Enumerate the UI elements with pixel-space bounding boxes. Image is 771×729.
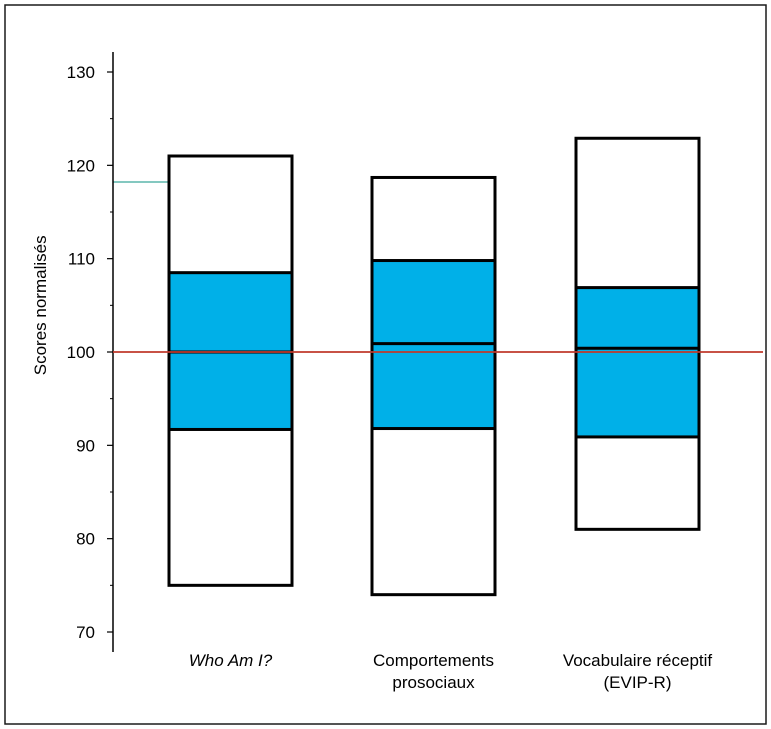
y-tick-label: 70 [76, 623, 95, 642]
category-label: Who Am I? [189, 651, 273, 670]
category-label: Vocabulaire réceptif [563, 651, 713, 670]
y-tick-label: 110 [68, 250, 95, 269]
y-tick-label: 80 [76, 530, 95, 549]
y-tick-label: 100 [67, 343, 95, 362]
category-label: (EVIP-R) [604, 673, 672, 692]
y-tick-label: 120 [67, 156, 95, 175]
category-label: prosociaux [392, 673, 475, 692]
y-axis-label: Scores normalisés [31, 235, 50, 375]
box-iqr-3 [574, 286, 701, 439]
y-tick-label: 90 [76, 436, 95, 455]
y-tick-label: 130 [67, 63, 95, 82]
plot-area: 70 80 90 100 110 120 130 Scores normalisés Who A… [31, 52, 763, 692]
category-label: Comportements [373, 651, 494, 670]
